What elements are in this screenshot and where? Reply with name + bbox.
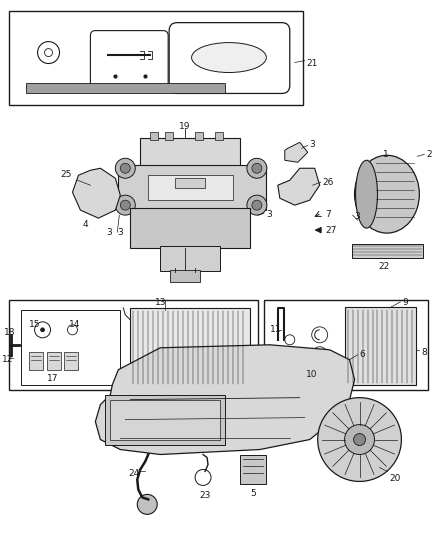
Ellipse shape [355,155,419,233]
Bar [118,165,266,210]
Text: 7: 7 [326,210,332,219]
Circle shape [35,322,50,338]
Bar [9,11,303,106]
Text: 13: 13 [155,298,167,307]
Text: 12: 12 [2,355,13,364]
Text: 9: 9 [403,298,408,307]
Circle shape [285,335,295,345]
Text: 24: 24 [128,470,140,479]
Circle shape [41,328,45,332]
Polygon shape [72,168,120,218]
Circle shape [247,195,267,215]
Circle shape [115,158,135,178]
Bar [140,139,240,168]
Bar [165,132,173,140]
Polygon shape [95,345,355,455]
Bar [170,270,200,282]
Circle shape [67,325,78,335]
Bar [64,352,78,370]
Text: 14: 14 [68,320,80,329]
Ellipse shape [356,160,378,228]
Text: 25: 25 [60,170,72,179]
Circle shape [38,42,60,63]
Bar [160,246,220,271]
Text: 11: 11 [270,325,281,334]
Circle shape [318,398,401,481]
Circle shape [247,158,267,178]
Text: 5: 5 [250,489,256,498]
FancyBboxPatch shape [90,30,168,88]
Text: 23: 23 [199,491,211,500]
Text: 18: 18 [4,328,15,337]
Text: 22: 22 [379,262,390,271]
Circle shape [312,327,328,343]
Text: 3: 3 [106,228,112,237]
Text: 21: 21 [307,59,318,68]
Text: 10: 10 [306,370,318,379]
Bar [148,175,233,200]
Bar [130,308,250,386]
Text: 3: 3 [266,210,272,219]
Ellipse shape [191,43,266,72]
Circle shape [120,163,130,173]
Text: 3: 3 [310,140,315,149]
Bar [130,208,250,248]
Bar [195,132,203,140]
Circle shape [195,470,211,486]
Text: 26: 26 [323,178,334,187]
Bar [110,400,220,440]
Bar [28,352,42,370]
Text: 3: 3 [355,212,360,221]
Text: 17: 17 [47,374,58,383]
Bar [345,307,417,385]
Circle shape [137,495,157,514]
Bar [25,84,225,93]
Bar [240,455,266,484]
Text: 19: 19 [179,123,191,131]
Circle shape [353,433,366,446]
Circle shape [252,163,262,173]
Bar [46,352,60,370]
Bar [106,394,225,445]
Circle shape [45,49,53,56]
Bar [352,244,424,258]
Text: 3: 3 [117,228,123,237]
Text: 15: 15 [28,320,40,329]
Bar [150,132,158,140]
Text: 6: 6 [360,350,365,359]
Bar [175,178,205,188]
Bar [21,310,120,385]
Text: 20: 20 [389,474,401,483]
Text: 1: 1 [382,150,388,159]
Circle shape [285,353,295,363]
Bar [264,300,428,390]
Circle shape [252,200,262,210]
Text: 4: 4 [82,220,88,229]
FancyBboxPatch shape [169,22,290,93]
Polygon shape [278,168,320,205]
Circle shape [120,200,130,210]
Circle shape [345,425,374,455]
Bar [9,300,258,390]
Circle shape [312,347,328,363]
Polygon shape [285,142,308,162]
Circle shape [115,195,135,215]
Text: 2: 2 [426,150,432,159]
Text: 27: 27 [326,226,337,235]
Bar [215,132,223,140]
Text: 8: 8 [421,348,427,357]
